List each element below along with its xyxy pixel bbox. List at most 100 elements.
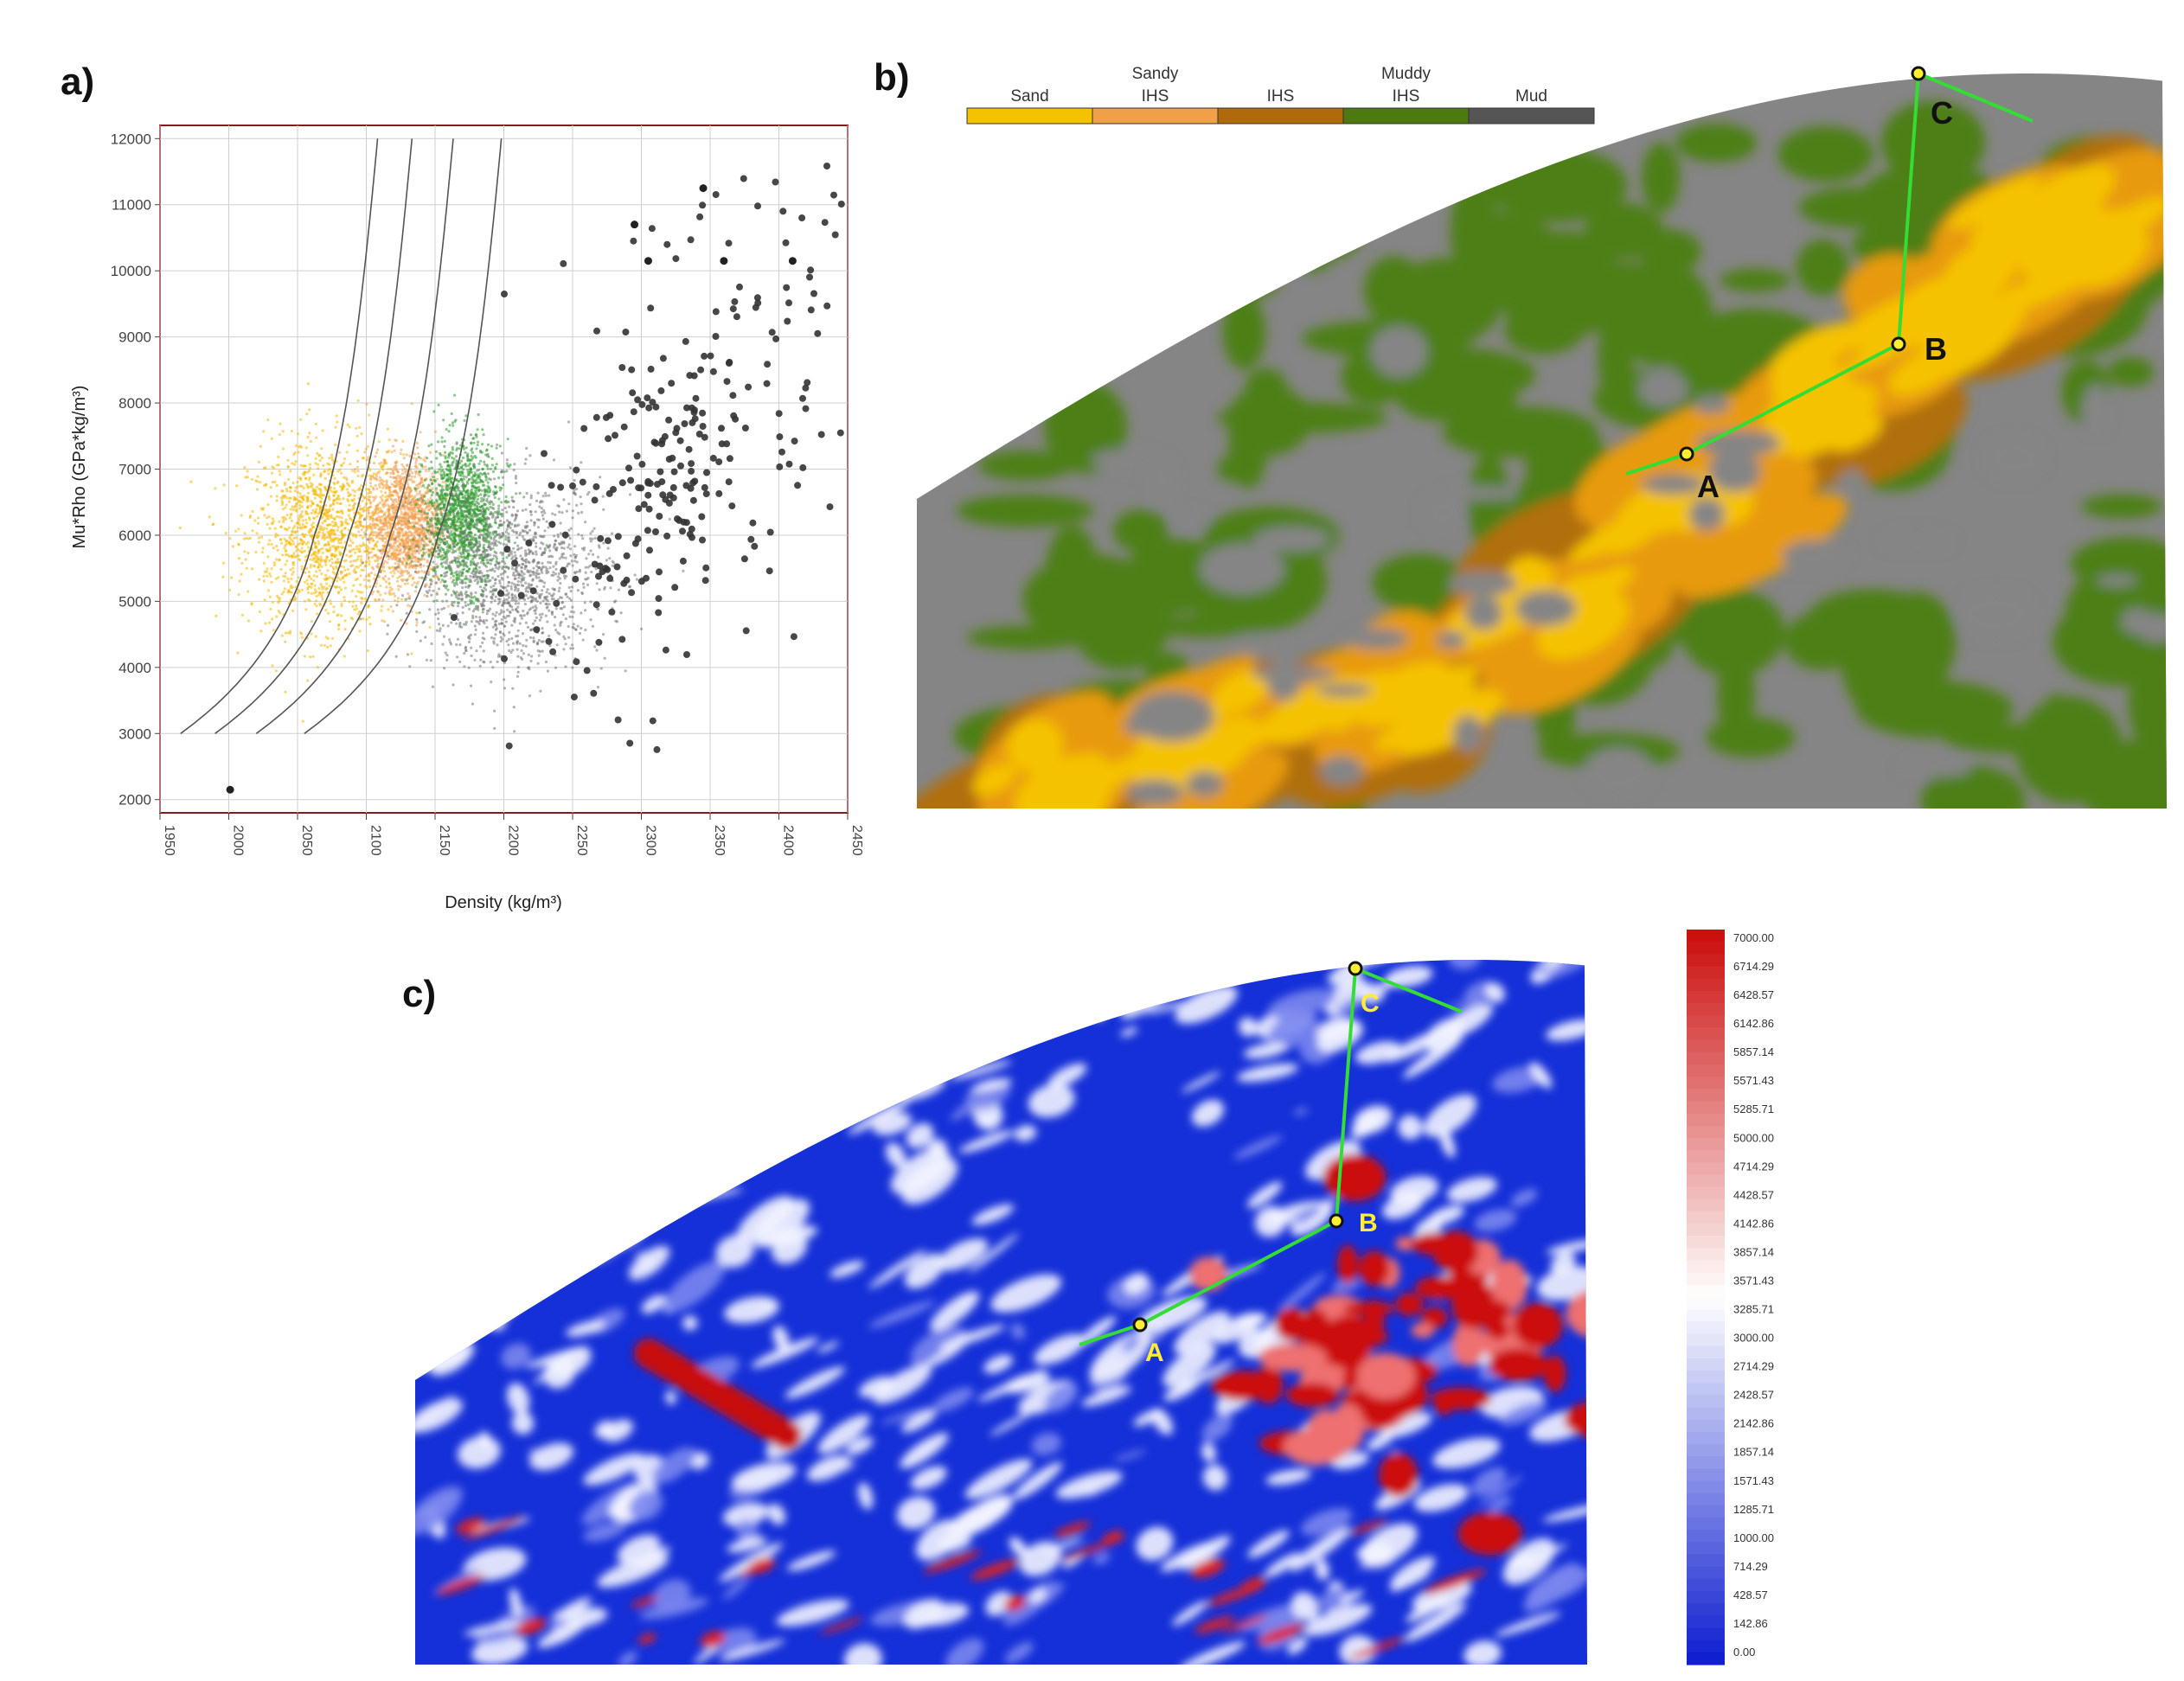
data-point bbox=[326, 523, 330, 527]
data-point bbox=[597, 555, 600, 559]
data-point bbox=[463, 524, 466, 527]
data-point bbox=[465, 505, 469, 508]
data-point bbox=[419, 504, 422, 508]
data-point bbox=[458, 643, 462, 647]
data-point bbox=[316, 666, 319, 669]
data-point bbox=[406, 541, 410, 545]
data-point bbox=[564, 642, 567, 646]
data-point bbox=[513, 598, 516, 602]
data-point bbox=[420, 576, 424, 579]
data-point bbox=[459, 527, 463, 530]
data-point bbox=[311, 557, 315, 560]
data-point bbox=[304, 567, 309, 571]
data-point bbox=[371, 510, 375, 514]
data-point bbox=[439, 546, 443, 550]
data-point bbox=[427, 536, 431, 540]
data-point bbox=[292, 536, 296, 540]
data-point bbox=[349, 463, 352, 466]
data-point bbox=[268, 621, 272, 624]
data-point bbox=[338, 550, 342, 554]
data-point bbox=[336, 480, 340, 483]
data-point bbox=[296, 432, 300, 436]
data-point bbox=[452, 424, 455, 427]
data-point bbox=[336, 470, 340, 473]
data-point bbox=[281, 430, 285, 433]
data-point bbox=[472, 463, 476, 467]
data-point bbox=[345, 572, 349, 576]
data-point bbox=[330, 558, 334, 561]
data-point bbox=[429, 500, 432, 503]
data-point bbox=[489, 467, 492, 470]
data-point bbox=[399, 532, 402, 535]
data-point bbox=[374, 599, 377, 603]
data-point bbox=[419, 639, 422, 642]
data-point bbox=[368, 469, 372, 472]
data-point bbox=[582, 585, 586, 589]
data-point bbox=[425, 537, 429, 540]
data-point bbox=[462, 468, 465, 471]
data-point bbox=[367, 456, 370, 459]
data-point bbox=[470, 531, 473, 534]
data-point bbox=[250, 477, 253, 481]
data-point bbox=[443, 439, 446, 443]
data-point bbox=[389, 476, 393, 479]
data-point bbox=[505, 527, 509, 531]
data-point bbox=[309, 534, 312, 538]
data-point bbox=[442, 503, 445, 507]
data-point bbox=[289, 489, 292, 494]
data-point bbox=[333, 476, 336, 481]
data-point bbox=[432, 574, 435, 578]
panel-label-b: b) bbox=[874, 56, 910, 99]
data-point bbox=[548, 549, 552, 553]
data-point bbox=[494, 633, 497, 636]
data-point bbox=[396, 597, 400, 600]
data-point bbox=[508, 614, 511, 617]
data-point bbox=[362, 525, 365, 529]
data-point bbox=[296, 526, 300, 529]
data-point bbox=[445, 658, 449, 662]
data-point bbox=[544, 491, 548, 495]
data-point bbox=[444, 451, 447, 454]
data-point bbox=[480, 489, 484, 492]
data-point bbox=[378, 501, 381, 505]
data-point bbox=[518, 491, 522, 495]
data-point bbox=[546, 669, 550, 673]
data-point bbox=[413, 542, 416, 546]
data-point bbox=[358, 534, 362, 537]
data-point bbox=[449, 567, 452, 571]
data-point bbox=[401, 439, 405, 443]
data-point bbox=[317, 505, 322, 508]
data-point bbox=[284, 572, 287, 575]
data-point bbox=[304, 559, 307, 562]
data-point bbox=[590, 570, 593, 574]
data-point bbox=[491, 546, 495, 550]
data-point bbox=[287, 589, 291, 592]
data-point bbox=[391, 551, 394, 554]
data-point bbox=[449, 544, 452, 547]
data-point bbox=[367, 604, 370, 607]
data-point bbox=[377, 591, 381, 594]
data-point bbox=[580, 510, 584, 515]
data-point bbox=[480, 451, 484, 454]
data-point bbox=[335, 566, 339, 570]
data-point bbox=[379, 521, 382, 525]
data-point bbox=[364, 447, 368, 451]
data-point bbox=[255, 488, 259, 491]
data-point bbox=[386, 527, 389, 530]
data-point bbox=[286, 631, 290, 635]
data-point bbox=[348, 494, 352, 497]
data-point bbox=[418, 576, 421, 579]
data-point bbox=[469, 563, 472, 567]
data-point bbox=[366, 649, 369, 653]
data-point bbox=[290, 591, 293, 594]
data-point bbox=[403, 511, 407, 515]
data-point bbox=[337, 510, 341, 514]
data-point bbox=[294, 598, 298, 601]
data-point bbox=[303, 526, 306, 529]
data-point bbox=[274, 533, 278, 536]
data-point bbox=[462, 546, 465, 551]
data-point bbox=[524, 457, 528, 461]
data-point bbox=[374, 455, 377, 458]
data-point bbox=[310, 523, 314, 527]
data-point bbox=[619, 611, 623, 615]
